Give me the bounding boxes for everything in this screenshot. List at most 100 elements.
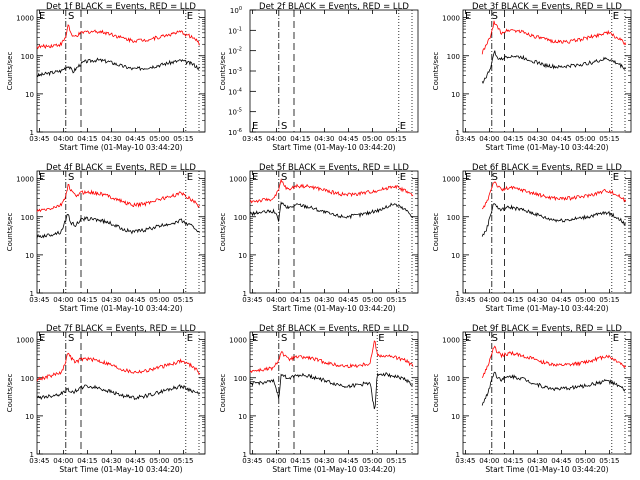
- x-tick-label: 04:45: [125, 296, 145, 304]
- x-tick-label: 04:00: [53, 135, 73, 143]
- x-tick-label: 04:15: [290, 296, 310, 304]
- x-tick-label: 05:15: [599, 457, 619, 465]
- x-tick-label: 04:00: [479, 457, 499, 465]
- x-tick-label: 05:00: [362, 135, 382, 143]
- x-tick-label: 05:15: [173, 457, 193, 465]
- x-tick-label: 04:45: [125, 457, 145, 465]
- panel-title: Det 3f BLACK = Events, RED = LLD: [472, 2, 622, 12]
- marker-label-end: E: [613, 333, 619, 344]
- x-axis-label: Start Time (01-May-10 03:44:20): [272, 143, 395, 152]
- y-axis-label: Counts/sec: [219, 374, 227, 413]
- marker-label-end: E: [187, 333, 193, 344]
- detector-panel: Det 5f BLACK = Events, RED = LLD Counts/s…: [219, 163, 419, 313]
- events-series-line: [36, 57, 201, 78]
- x-tick-label: 04:15: [503, 135, 523, 143]
- x-tick-label: 03:45: [455, 296, 475, 304]
- panel-title: Det 5f BLACK = Events, RED = LLD: [259, 163, 409, 173]
- lld-series-line: [481, 181, 627, 210]
- x-tick-label: 04:45: [551, 135, 571, 143]
- x-tick-label: 05:00: [149, 296, 169, 304]
- plot-frame: [462, 170, 632, 294]
- x-axis-label: Start Time (01-May-10 03:44:20): [272, 304, 395, 313]
- events-series-line: [249, 201, 414, 222]
- plot-frame: [249, 331, 419, 455]
- y-tick-label: 10: [25, 91, 34, 99]
- y-tick-label: 1000: [229, 337, 247, 345]
- y-tick-label: 10: [451, 91, 460, 99]
- y-tick-label: 100: [21, 214, 34, 222]
- x-axis-label: Start Time (01-May-10 03:44:20): [485, 304, 608, 313]
- marker-label-left-e: E: [252, 172, 258, 183]
- x-tick-label: 03:45: [242, 135, 262, 143]
- y-tick-label: 10: [25, 413, 34, 421]
- y-tick-label: 1000: [16, 337, 34, 345]
- detector-panel: Det 7f BLACK = Events, RED = LLD Counts/s…: [6, 324, 206, 474]
- x-axis-label: Start Time (01-May-10 03:44:20): [485, 465, 608, 474]
- panel-title: Det 6f BLACK = Events, RED = LLD: [472, 163, 622, 173]
- marker-label-end: E: [187, 172, 193, 183]
- x-tick-label: 05:00: [149, 135, 169, 143]
- y-tick-label: 10-4: [228, 87, 242, 96]
- y-tick-label: 100: [21, 53, 34, 61]
- y-tick-label: 10: [451, 252, 460, 260]
- detector-panel: Det 3f BLACK = Events, RED = LLD Counts/s…: [432, 2, 632, 152]
- plot-frame: [462, 9, 632, 133]
- x-tick-label: 05:15: [386, 457, 406, 465]
- x-tick-label: 04:30: [101, 135, 121, 143]
- events-series-line: [481, 371, 626, 406]
- y-tick-label: 10: [238, 413, 247, 421]
- x-tick-label: 04:00: [479, 296, 499, 304]
- x-tick-label: 04:45: [125, 135, 145, 143]
- y-tick-label: 10: [25, 252, 34, 260]
- marker-label-end: E: [378, 333, 384, 344]
- marker-label-start: S: [281, 121, 287, 132]
- marker-label-left-e: E: [465, 172, 471, 183]
- y-tick-label: 1000: [16, 15, 34, 23]
- y-tick-label: 100: [234, 214, 247, 222]
- x-tick-label: 03:45: [29, 296, 49, 304]
- panel-title: Det 2f BLACK = Events, RED = LLD: [259, 2, 409, 12]
- x-tick-label: 05:00: [575, 457, 595, 465]
- y-tick-label: 1000: [442, 176, 460, 184]
- y-tick-label: 1: [30, 451, 34, 459]
- y-tick-label: 1: [456, 290, 460, 298]
- events-series-line: [249, 372, 414, 410]
- y-tick-label: 10-3: [228, 67, 242, 76]
- x-tick-label: 03:45: [29, 457, 49, 465]
- y-tick-label: 1: [456, 129, 460, 137]
- x-axis-label: Start Time (01-May-10 03:44:20): [485, 143, 608, 152]
- x-tick-label: 04:15: [290, 457, 310, 465]
- y-tick-label: 10: [451, 413, 460, 421]
- x-tick-label: 03:45: [455, 135, 475, 143]
- x-tick-label: 05:15: [599, 296, 619, 304]
- y-tick-label: 1000: [442, 15, 460, 23]
- y-axis-label: Counts/sec: [432, 52, 440, 91]
- x-tick-label: 04:30: [527, 296, 547, 304]
- x-tick-label: 04:00: [479, 135, 499, 143]
- y-tick-label: 10-1: [228, 26, 242, 35]
- y-axis-label: Counts/sec: [6, 213, 14, 252]
- x-tick-label: 03:45: [455, 457, 475, 465]
- detector-panel: Det 6f BLACK = Events, RED = LLD Counts/s…: [432, 163, 632, 313]
- plot-frame: [249, 9, 419, 133]
- marker-label-left-e: E: [465, 11, 471, 22]
- x-tick-label: 04:30: [527, 457, 547, 465]
- marker-label-left-e: E: [39, 11, 45, 22]
- x-tick-label: 04:45: [338, 457, 358, 465]
- x-tick-label: 04:00: [266, 296, 286, 304]
- x-tick-label: 04:45: [338, 296, 358, 304]
- y-tick-label: 1000: [442, 337, 460, 345]
- y-tick-label: 10-5: [228, 108, 242, 117]
- lld-series-line: [481, 20, 627, 55]
- y-axis-label: Counts/sec: [6, 52, 14, 91]
- y-tick-label: 1000: [229, 176, 247, 184]
- marker-label-end: E: [613, 172, 619, 183]
- y-tick-label: 10-2: [228, 47, 242, 56]
- x-axis-label: Start Time (01-May-10 03:44:20): [59, 465, 182, 474]
- marker-label-end: E: [400, 121, 406, 132]
- panel-title: Det 4f BLACK = Events, RED = LLD: [46, 163, 196, 173]
- detector-panel: Det 2f BLACK = Events, RED = LLD Counts/s…: [219, 2, 419, 152]
- x-tick-label: 05:00: [362, 296, 382, 304]
- x-tick-label: 04:30: [314, 457, 334, 465]
